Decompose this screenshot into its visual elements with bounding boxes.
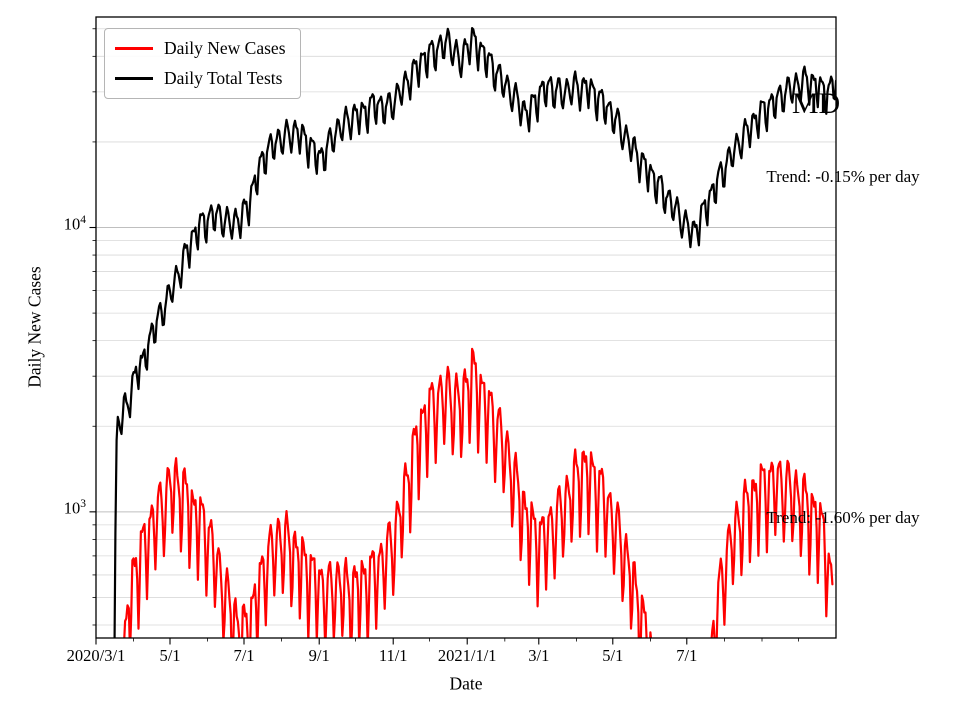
- series-line-daily-new-cases: [123, 347, 834, 638]
- x-tick-label: 5/1: [602, 646, 624, 665]
- x-tick-label: 5/1: [159, 646, 181, 665]
- legend: Daily New Cases Daily Total Tests: [104, 28, 301, 99]
- legend-line-swatch: [115, 47, 153, 50]
- x-tick-label: 7/1: [676, 646, 698, 665]
- annotation-state-label: MD: [791, 87, 841, 120]
- x-tick-label: 11/1: [378, 646, 408, 665]
- legend-label: Daily Total Tests: [164, 68, 283, 88]
- legend-label: Daily New Cases: [164, 38, 286, 58]
- y-tick-label: 103: [63, 497, 86, 518]
- legend-line-swatch: [115, 77, 153, 80]
- y-tick-label: 104: [63, 213, 86, 234]
- x-tick-label: 9/1: [308, 646, 330, 665]
- y-axis-label: Daily New Cases: [24, 266, 45, 388]
- series-line-daily-total-tests: [113, 27, 836, 638]
- legend-item: Daily New Cases: [115, 38, 286, 59]
- x-tick-label: 2021/1/1: [437, 646, 497, 665]
- x-tick-label: 7/1: [233, 646, 255, 665]
- legend-item: Daily Total Tests: [115, 68, 286, 89]
- x-tick-label: 2020/3/1: [66, 646, 126, 665]
- annotation-trend-cases: Trend: -1.60% per day: [766, 508, 920, 527]
- annotation-trend-tests: Trend: -0.15% per day: [766, 167, 920, 186]
- axes-box: [95, 16, 837, 639]
- x-axis-label: Date: [449, 673, 483, 694]
- x-tick-label: 3/1: [528, 646, 550, 665]
